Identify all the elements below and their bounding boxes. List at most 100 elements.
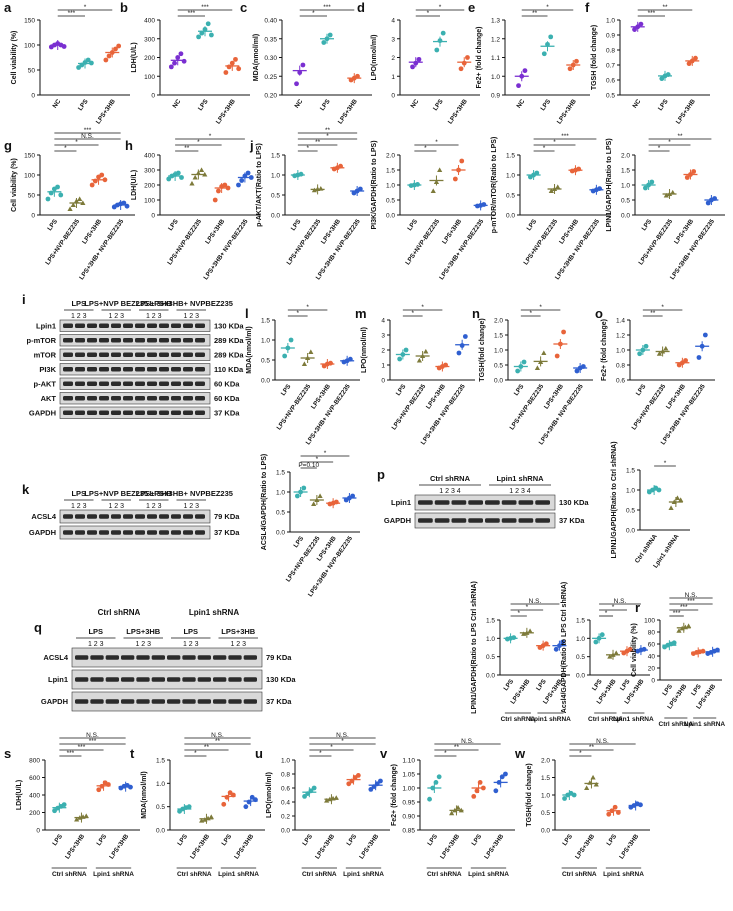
y-tick-label: 400 bbox=[29, 793, 40, 800]
lane-numbers: 1 2 3 bbox=[146, 503, 162, 510]
x-tick-label: NC bbox=[293, 98, 304, 110]
protein-label: AKT bbox=[41, 394, 57, 403]
protein-label: p-AKT bbox=[34, 379, 57, 388]
y-tick-label: 2.0 bbox=[386, 153, 395, 160]
y-axis-label: LDH(U/L) bbox=[131, 170, 138, 200]
sig-label: * bbox=[539, 304, 542, 311]
data-point bbox=[350, 493, 356, 499]
y-tick-label: 0.25 bbox=[264, 74, 277, 81]
kda-label: 79 KDa bbox=[266, 653, 292, 662]
band bbox=[105, 655, 119, 660]
band bbox=[434, 500, 450, 505]
x-tick-label: LPS bbox=[640, 218, 653, 232]
band bbox=[75, 396, 85, 401]
sig-label: ** bbox=[454, 744, 460, 751]
panel-letter: m bbox=[355, 306, 367, 321]
data-point bbox=[416, 56, 422, 62]
sig-label: N.S. bbox=[461, 738, 474, 745]
panel-letter: p bbox=[377, 467, 385, 482]
sig-label: * bbox=[411, 310, 414, 317]
band bbox=[183, 352, 193, 357]
band bbox=[147, 381, 157, 386]
band bbox=[195, 410, 205, 415]
band bbox=[468, 500, 483, 505]
data-point bbox=[458, 66, 464, 72]
panel-letter: v bbox=[380, 746, 388, 761]
data-point bbox=[678, 497, 684, 502]
y-tick-label: 400 bbox=[144, 153, 155, 160]
data-point bbox=[554, 353, 560, 359]
protein-label: Lpin1 bbox=[391, 498, 411, 507]
sig-label: *** bbox=[687, 598, 695, 605]
lane-numbers: 1 2 3 4 bbox=[509, 488, 531, 495]
x-tick-label: LPS+3HB+ NVP-BEZ235 bbox=[438, 218, 485, 281]
data-point bbox=[561, 329, 566, 335]
data-point bbox=[643, 185, 648, 191]
band bbox=[485, 518, 500, 523]
y-tick-label: 0.5 bbox=[386, 198, 395, 205]
sig-label: * bbox=[435, 139, 438, 146]
sig-label: N.S. bbox=[685, 592, 698, 599]
y-tick-label: 800 bbox=[29, 758, 40, 765]
panel-letter: k bbox=[22, 482, 30, 497]
kda-label: 60 KDa bbox=[214, 394, 240, 403]
band bbox=[159, 367, 169, 372]
data-point bbox=[671, 640, 677, 646]
y-axis-label: Cell viability (%) bbox=[11, 31, 18, 85]
protein-label: PI3K bbox=[39, 365, 56, 374]
band bbox=[123, 352, 133, 357]
sig-label: *** bbox=[561, 133, 569, 140]
band bbox=[147, 410, 157, 415]
y-axis-label: Fe2+ (fold change) bbox=[476, 26, 483, 88]
data-point bbox=[503, 771, 508, 777]
data-point bbox=[301, 485, 307, 491]
data-point bbox=[298, 171, 304, 177]
group-label-lpin1: Lpin1 shRNA bbox=[218, 871, 259, 878]
data-point bbox=[328, 360, 333, 366]
y-tick-label: 1.0 bbox=[541, 793, 550, 800]
x-tick-label: LPS bbox=[406, 218, 419, 232]
y-tick-label: 0.40 bbox=[264, 18, 277, 25]
data-point bbox=[465, 55, 470, 60]
blot-header-lpin1: Lpin1 shRNA bbox=[189, 608, 239, 617]
band bbox=[213, 655, 227, 660]
x-tick-label: LPS bbox=[167, 218, 180, 232]
y-tick-label: 0.0 bbox=[486, 673, 495, 680]
sig-label: * bbox=[341, 738, 344, 745]
band bbox=[111, 338, 121, 343]
x-tick-label: LPS+3HB bbox=[574, 833, 596, 861]
data-point bbox=[430, 188, 436, 193]
y-tick-label: 0.5 bbox=[541, 810, 550, 817]
y-tick-label: 1.0 bbox=[606, 18, 615, 25]
kda-label: 60 KDa bbox=[214, 379, 240, 388]
band bbox=[195, 367, 205, 372]
y-tick-label: 150 bbox=[24, 153, 35, 160]
y-tick-label: 2.0 bbox=[621, 153, 630, 160]
sig-label: * bbox=[529, 310, 532, 317]
band bbox=[136, 655, 150, 660]
band bbox=[197, 677, 211, 682]
x-tick-label: LPS+3HB bbox=[673, 218, 695, 246]
protein-label: Lpin1 bbox=[48, 675, 68, 684]
panel-p: 0.0 0.5 1.0 1.5 LPIN1/GAPDH(Ratio to Ctrl sh… bbox=[611, 441, 690, 570]
x-tick-label: LPS bbox=[345, 833, 358, 847]
y-tick-label: 0.6 bbox=[616, 378, 625, 385]
sig-label: N.S. bbox=[81, 133, 94, 140]
data-point bbox=[606, 811, 612, 817]
y-tick-label: 0.2 bbox=[281, 814, 290, 821]
y-tick-label: 60 bbox=[648, 642, 656, 649]
band bbox=[183, 338, 193, 343]
sig-label: P=0.10 bbox=[298, 462, 319, 469]
y-tick-label: 0.0 bbox=[261, 378, 270, 385]
data-point bbox=[481, 202, 487, 207]
x-tick-label: LPS+3HB+ NVP-BEZ235 bbox=[554, 218, 601, 281]
data-point bbox=[300, 62, 306, 68]
band bbox=[87, 396, 97, 401]
data-point bbox=[649, 179, 655, 185]
sig-label: * bbox=[605, 610, 608, 617]
y-tick-label: 20 bbox=[648, 666, 656, 673]
band bbox=[99, 410, 109, 415]
